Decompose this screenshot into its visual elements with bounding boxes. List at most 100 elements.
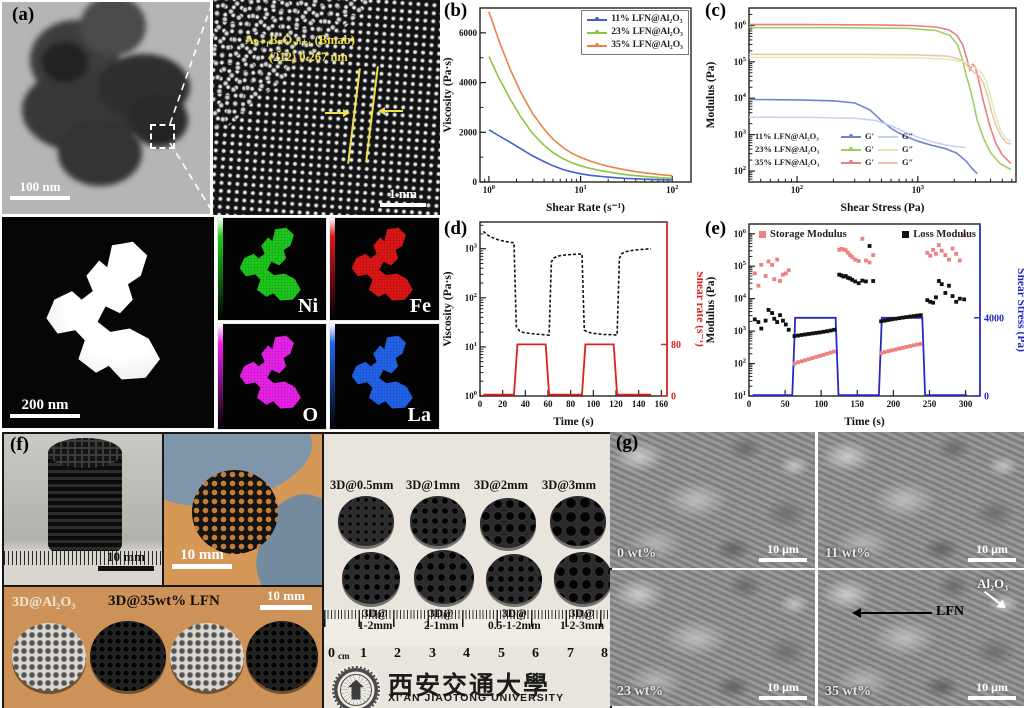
printed-disc-white <box>12 623 86 691</box>
tem-image: (a) 100 nm <box>2 2 210 214</box>
eds-colorbar <box>218 218 223 320</box>
printed-disc-black <box>246 621 318 691</box>
photo1-scalebar: 10 mm <box>98 550 154 571</box>
chart-panel-c: (c) 102 103 102 103 104 105 106 Shear Stress (P… <box>703 0 1024 216</box>
svg-text:Time (s): Time (s) <box>844 416 885 428</box>
university-name-cn: 西安交通大學 <box>388 673 551 700</box>
svg-text:0: 0 <box>473 177 478 187</box>
svg-text:300: 300 <box>959 399 973 409</box>
legend-swatch <box>759 231 766 238</box>
panel-label-d: (d) <box>444 218 468 239</box>
dspacing-arrow-left <box>325 108 350 117</box>
svg-text:100: 100 <box>483 184 495 195</box>
hrtem-phase-annotation: Aₙ₊₁BₙO₃ₙ₊₁ (Bmab) <box>245 33 355 47</box>
svg-text:0: 0 <box>671 392 676 403</box>
svg-text:Time (s): Time (s) <box>553 416 594 428</box>
svg-text:20: 20 <box>498 399 508 409</box>
annotation-al2o3: Al₂O₃ <box>977 576 1008 591</box>
svg-text:102: 102 <box>666 184 678 195</box>
legend-item: Storage Modulus <box>759 228 847 241</box>
sem-scalebar: 10 μm <box>759 542 807 562</box>
chart-panel-d: (d) 0 20 40 60 80 100 120 140 160 100 101 102 103 0 80… <box>440 214 703 430</box>
svg-text:101: 101 <box>465 341 477 352</box>
printed-disc <box>192 470 278 554</box>
svg-text:103: 103 <box>465 243 478 254</box>
printed-disc <box>480 498 536 548</box>
ruler-number: 2 <box>394 646 401 661</box>
chart-b-legend: 11% LFN@Al₂O₃ 23% LFN@Al₂O₃ 35% LFN@Al₂O… <box>581 10 689 55</box>
svg-text:106: 106 <box>734 19 747 30</box>
svg-text:150: 150 <box>851 399 865 409</box>
lfn-arrow <box>852 606 932 619</box>
svg-text:105: 105 <box>734 56 747 67</box>
legend-item: 23% LFN@Al₂O₃ <box>587 26 683 39</box>
sem-tile-23wt: 23 wt% 10 μm <box>610 570 815 706</box>
tem-particle <box>58 120 142 186</box>
eds-map-ni: Ni <box>217 217 327 321</box>
eds-colorbar <box>330 324 335 429</box>
photo-lattice-disc-held: 10 mm <box>162 432 324 587</box>
legend-swatch <box>841 133 861 138</box>
printed-disc-white <box>170 623 244 691</box>
legend-item: 11% LFN@Al₂O₃ G′ G″ <box>755 131 914 141</box>
svg-text:104: 104 <box>734 293 747 304</box>
tem-particle <box>80 2 146 56</box>
svg-text:0: 0 <box>478 399 483 409</box>
zoom-region-box <box>150 124 175 149</box>
tem-scalebar: 100 nm <box>10 180 70 200</box>
svg-text:Shear Rate (s⁻¹): Shear Rate (s⁻¹) <box>546 202 625 214</box>
array-label-grad: 3D@ 1-2-3mm <box>560 608 605 632</box>
printed-disc <box>410 496 466 546</box>
university-name-en: XI'AN JIAOTONG UNIVERSITY <box>388 692 565 704</box>
disc-label-alumina: 3D@Al₂O₃ <box>12 595 76 610</box>
panel-label-e: (e) <box>705 218 727 239</box>
ruler-number: 6 <box>532 646 539 661</box>
printed-disc <box>554 552 610 604</box>
sem-wt-label: 0 wt% <box>617 546 657 561</box>
hrtem-image: Aₙ₊₁BₙO₃ₙ₊₁ (Bmab) (21̄2) 0.267 nm 1 nm <box>213 0 440 215</box>
svg-text:103: 103 <box>912 184 925 195</box>
legend-swatch <box>878 161 899 164</box>
svg-text:200: 200 <box>887 399 901 409</box>
panel-label-g: (g) <box>616 432 639 453</box>
legend-item: Loss Modulus <box>902 228 976 241</box>
tem-particle <box>42 42 88 82</box>
svg-text:103: 103 <box>734 129 747 140</box>
printed-disc <box>486 554 542 604</box>
eds-colorbar <box>218 324 223 429</box>
photo2-scalebar: 10 mm <box>172 548 232 569</box>
sem-tile-0wt: (g) 0 wt% 10 μm <box>610 432 815 568</box>
array-label: 3D@2mm <box>474 478 528 492</box>
seal-emblem <box>348 679 364 700</box>
ruler-number: 3 <box>429 646 436 661</box>
disc-label-lfn: 3D@35wt% LFN <box>108 593 220 609</box>
printed-disc <box>414 550 474 604</box>
svg-text:2000: 2000 <box>459 127 478 137</box>
svg-text:Viscosity (Pa·s): Viscosity (Pa·s) <box>442 271 454 346</box>
svg-text:102: 102 <box>734 358 746 369</box>
ruler <box>324 610 610 646</box>
svg-text:250: 250 <box>923 399 937 409</box>
panel-label-f: (f) <box>10 434 29 455</box>
svg-text:100: 100 <box>814 399 828 409</box>
ruler-number: 8 <box>601 646 608 661</box>
svg-text:0: 0 <box>747 399 752 409</box>
chart-e-legend: Storage Modulus Loss Modulus <box>759 228 976 241</box>
printed-disc <box>342 552 400 604</box>
svg-text:105: 105 <box>734 260 747 271</box>
svg-text:4000: 4000 <box>459 78 478 88</box>
svg-text:50: 50 <box>781 399 791 409</box>
eds-colorbar <box>330 218 335 320</box>
legend-swatch <box>587 29 608 34</box>
photo3-scalebar: 10 mm <box>260 589 312 610</box>
eds-map-la: La <box>329 323 440 430</box>
ruler-number: 0 <box>328 646 335 661</box>
svg-text:104: 104 <box>734 92 747 103</box>
svg-text:40: 40 <box>521 399 531 409</box>
svg-text:102: 102 <box>734 165 746 176</box>
svg-text:102: 102 <box>791 184 803 195</box>
legend-swatch <box>878 135 899 138</box>
legend-item: 23% LFN@Al₂O₃ G′ G″ <box>755 144 914 154</box>
printed-disc <box>338 496 394 546</box>
sem-tile-11wt: 11 wt% 10 μm <box>818 432 1024 568</box>
